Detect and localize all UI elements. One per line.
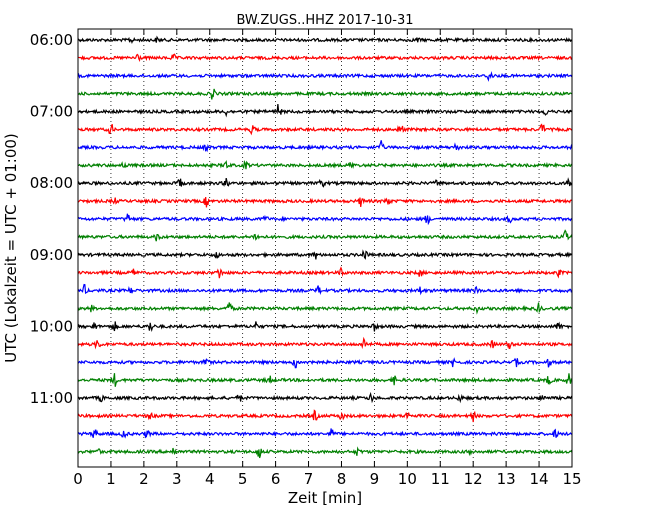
x-tick-label: 8 bbox=[337, 470, 347, 488]
trace-0745 bbox=[77, 159, 573, 170]
trace-0900 bbox=[77, 249, 573, 260]
trace-0800 bbox=[77, 177, 573, 188]
trace-1100 bbox=[77, 391, 573, 404]
x-tick-label: 13 bbox=[497, 470, 516, 488]
trace-0830 bbox=[77, 213, 573, 226]
trace-0600 bbox=[77, 35, 573, 44]
x-tick-label: 11 bbox=[431, 470, 450, 488]
trace-0845 bbox=[77, 229, 573, 242]
y-tick-label: 07:00 bbox=[30, 103, 73, 121]
trace-0945 bbox=[77, 302, 573, 315]
x-tick-label: 15 bbox=[562, 470, 581, 488]
x-tick-label: 14 bbox=[530, 470, 549, 488]
trace-0815 bbox=[77, 196, 573, 208]
trace-0930 bbox=[77, 283, 573, 296]
y-tick-label: 08:00 bbox=[30, 174, 73, 192]
trace-0715 bbox=[77, 123, 573, 136]
trace-0630 bbox=[77, 71, 573, 82]
trace-0915 bbox=[77, 266, 573, 279]
x-tick-label: 12 bbox=[464, 470, 483, 488]
x-tick-label: 9 bbox=[370, 470, 380, 488]
y-axis-label: UTC (Lokalzeit = UTC + 01:00) bbox=[2, 133, 20, 363]
trace-1145 bbox=[77, 446, 573, 459]
trace-0645 bbox=[77, 88, 573, 100]
seismogram-traces bbox=[77, 35, 573, 459]
trace-1030 bbox=[77, 357, 573, 369]
y-tick-label: 09:00 bbox=[30, 246, 73, 264]
x-tick-label: 6 bbox=[271, 470, 281, 488]
y-tick-label: 11:00 bbox=[30, 389, 73, 407]
trace-0615 bbox=[77, 53, 573, 62]
chart-title: BW.ZUGS..HHZ 2017-10-31 bbox=[236, 13, 413, 28]
trace-1000 bbox=[77, 321, 573, 332]
plot-frame bbox=[77, 28, 573, 468]
x-tick-label: 3 bbox=[172, 470, 182, 488]
x-tick-label: 2 bbox=[139, 470, 149, 488]
x-tick-label: 5 bbox=[238, 470, 248, 488]
trace-0700 bbox=[77, 104, 573, 118]
y-axis: 06:00 07:00 08:00 09:00 10:00 11:00 bbox=[30, 31, 572, 407]
x-tick-label: 1 bbox=[106, 470, 116, 488]
x-tick-label: 10 bbox=[398, 470, 417, 488]
trace-0730 bbox=[77, 140, 573, 153]
x-axis-label: Zeit [min] bbox=[288, 489, 362, 507]
trace-1130 bbox=[77, 428, 573, 439]
y-tick-label: 06:00 bbox=[30, 31, 73, 49]
trace-1015 bbox=[77, 336, 573, 350]
trace-1045 bbox=[77, 373, 573, 387]
x-tick-label: 4 bbox=[205, 470, 215, 488]
x-tick-label: 0 bbox=[73, 470, 83, 488]
x-axis: 0 1 2 3 4 5 6 7 8 9 10 11 12 13 14 15 bbox=[73, 29, 582, 488]
y-tick-label: 10:00 bbox=[30, 317, 73, 335]
trace-1115 bbox=[77, 409, 573, 423]
x-tick-label: 7 bbox=[304, 470, 314, 488]
